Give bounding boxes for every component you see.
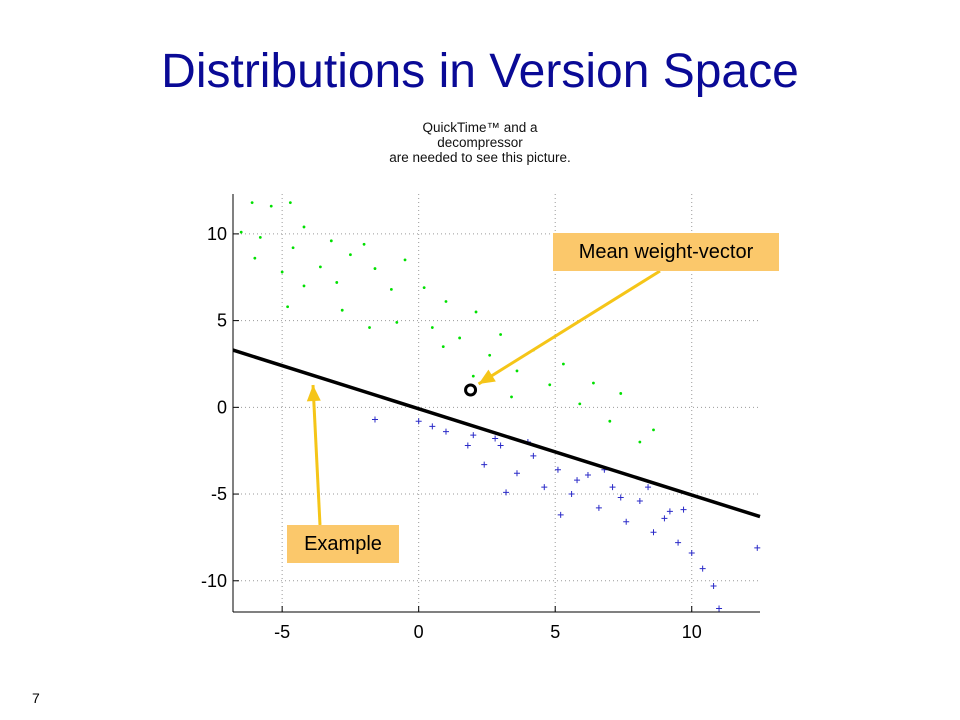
- positive-point: [269, 204, 273, 208]
- mean-weight-vector-marker: [464, 383, 478, 397]
- negative-point: [415, 418, 422, 425]
- positive-point: [329, 239, 333, 243]
- positive-point: [561, 362, 565, 366]
- positive-point: [578, 402, 582, 406]
- negative-point: [623, 518, 630, 525]
- negative-point: [645, 484, 652, 491]
- x-tick-label: -5: [274, 622, 290, 642]
- positive-point: [548, 383, 552, 387]
- negative-point: [716, 605, 723, 612]
- negative-point: [497, 442, 504, 449]
- negative-point: [530, 452, 537, 459]
- positive-point: [318, 265, 322, 269]
- positive-point: [403, 258, 407, 262]
- negative-point: [609, 484, 616, 491]
- x-tick-label: 5: [550, 622, 560, 642]
- y-tick-label: 5: [217, 311, 227, 331]
- positive-point: [335, 281, 339, 284]
- negative-point: [699, 565, 706, 572]
- positive-point: [608, 419, 612, 423]
- negative-point: [503, 489, 510, 496]
- y-tick-label: 0: [217, 397, 227, 417]
- example-arrow-shaft: [311, 384, 322, 526]
- quicktime-line-2: decompressor: [437, 135, 523, 150]
- negative-point: [481, 461, 488, 468]
- callout-example: Example: [287, 525, 399, 563]
- positive-point: [499, 333, 502, 336]
- negative-point: [680, 506, 687, 513]
- negative-point: [675, 539, 682, 546]
- negative-point: [513, 470, 520, 477]
- negative-point: [661, 515, 668, 522]
- positive-point: [652, 428, 655, 432]
- negative-point: [429, 423, 436, 430]
- quicktime-line-3: are needed to see this picture.: [389, 150, 571, 165]
- positive-point: [349, 253, 352, 257]
- negative-point: [595, 504, 602, 511]
- negative-point: [636, 497, 643, 504]
- negative-point: [584, 471, 591, 478]
- page-number: 7: [32, 690, 40, 706]
- negative-point: [492, 435, 499, 442]
- page-title: Distributions in Version Space: [161, 45, 799, 98]
- negative-point: [617, 494, 624, 501]
- quicktime-placeholder: QuickTime™ and a decompressor are needed…: [360, 120, 600, 165]
- positive-point: [430, 326, 434, 329]
- callout-mean-weight-vector: Mean weight-vector: [553, 233, 779, 271]
- negative-point: [442, 428, 449, 435]
- negative-point: [470, 432, 477, 439]
- y-tick-label: -10: [201, 571, 227, 591]
- positive-point: [239, 230, 243, 234]
- y-tick-label: -5: [211, 484, 227, 504]
- mean-arrow-head: [478, 369, 496, 384]
- positive-point: [592, 381, 595, 385]
- positive-point: [444, 300, 448, 303]
- negative-point: [554, 466, 561, 473]
- negative-point: [568, 491, 575, 498]
- negative-point: [666, 508, 673, 515]
- positive-point: [250, 201, 254, 205]
- x-tick-label: 0: [414, 622, 424, 642]
- positive-point: [510, 395, 513, 399]
- positive-point: [280, 270, 284, 274]
- negative-point: [688, 550, 695, 557]
- negative-point: [574, 477, 581, 484]
- positive-point: [619, 392, 623, 395]
- negative-point: [754, 544, 761, 551]
- positive-point: [515, 369, 519, 373]
- x-tick-label: 10: [682, 622, 702, 642]
- positive-point: [389, 287, 393, 291]
- positive-point: [488, 353, 492, 357]
- positive-point: [362, 242, 366, 246]
- mean-arrow-shaft: [477, 269, 661, 386]
- positive-point: [291, 246, 295, 250]
- negative-point: [557, 511, 564, 518]
- negative-point: [650, 529, 657, 536]
- positive-point: [373, 267, 377, 270]
- positive-point: [638, 440, 642, 444]
- positive-point: [471, 374, 475, 378]
- negative-point: [541, 484, 548, 491]
- y-tick-label: 10: [207, 224, 227, 244]
- negative-point: [464, 442, 471, 449]
- positive-point: [340, 308, 344, 312]
- negative-point: [710, 582, 717, 589]
- positive-point: [302, 225, 306, 229]
- positive-point: [458, 336, 462, 340]
- positive-point: [395, 320, 399, 324]
- positive-point: [422, 286, 426, 290]
- positive-point: [368, 326, 371, 329]
- positive-point: [253, 256, 257, 260]
- quicktime-line-1: QuickTime™ and a: [422, 120, 538, 135]
- positive-point: [288, 201, 292, 205]
- positive-point: [441, 345, 445, 349]
- decision-boundary-line: [232, 348, 761, 519]
- example-arrow-head: [306, 385, 321, 402]
- positive-point: [286, 305, 290, 309]
- positive-point: [258, 235, 262, 239]
- positive-point: [302, 284, 306, 288]
- negative-point: [371, 416, 378, 423]
- positive-point: [474, 310, 478, 314]
